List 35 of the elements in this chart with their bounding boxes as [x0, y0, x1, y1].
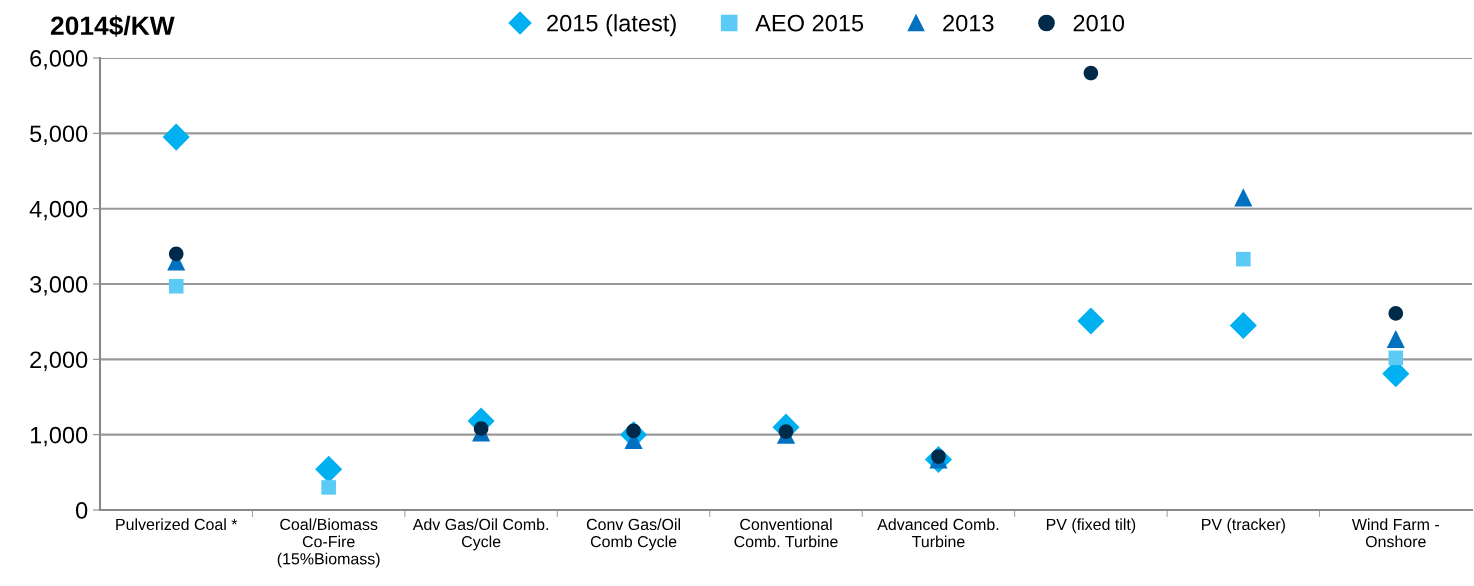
y-tick-label: 0 — [75, 502, 88, 519]
legend-label: 2010 — [1073, 14, 1125, 32]
x-tick-label: Wind Farm - Onshore — [1351, 518, 1439, 548]
y-tick-label: 1,000 — [30, 426, 88, 447]
point — [162, 123, 190, 151]
point — [1388, 350, 1404, 366]
x-tick-label: Conventional Comb. Turbine — [734, 518, 838, 548]
legend-label: 2013 — [943, 14, 994, 32]
y-tick-label: 4,000 — [29, 200, 88, 221]
point — [1229, 311, 1257, 339]
x-tick-label: PV (tracker) — [1202, 518, 1285, 534]
point — [315, 455, 343, 483]
point — [1077, 307, 1105, 335]
x-tick-label: PV (fixed tilt) — [1046, 518, 1136, 534]
y-tick-label: 6,000 — [30, 50, 88, 70]
x-tick-label: Pulverized Coal * — [116, 518, 238, 531]
point — [1234, 188, 1253, 207]
point — [168, 278, 184, 294]
y-tick-label: 2,000 — [30, 351, 88, 371]
legend-label: AEO 2015 — [755, 14, 864, 32]
point — [1386, 329, 1405, 349]
point — [1236, 251, 1251, 267]
y-tick-label: 3,000 — [30, 276, 88, 296]
y-tick-label: 5,000 — [30, 125, 88, 145]
x-tick-label: Coal/Biomass Co-Fire (15%Biomass) — [277, 518, 380, 568]
point — [1388, 306, 1404, 321]
x-tick-label: Adv Gas/Oil Comb. Cycle — [412, 518, 548, 551]
x-tick-label: Conv Gas/Oil Comb Cycle — [586, 518, 680, 551]
point — [321, 480, 336, 495]
point — [168, 246, 184, 262]
x-tick-label: Advanced Comb. Turbine — [877, 518, 999, 548]
point — [473, 421, 489, 436]
point — [1083, 65, 1099, 81]
legend-label: 2015 (latest) — [547, 14, 676, 37]
y-axis-title: 2014$/KW — [50, 15, 175, 37]
